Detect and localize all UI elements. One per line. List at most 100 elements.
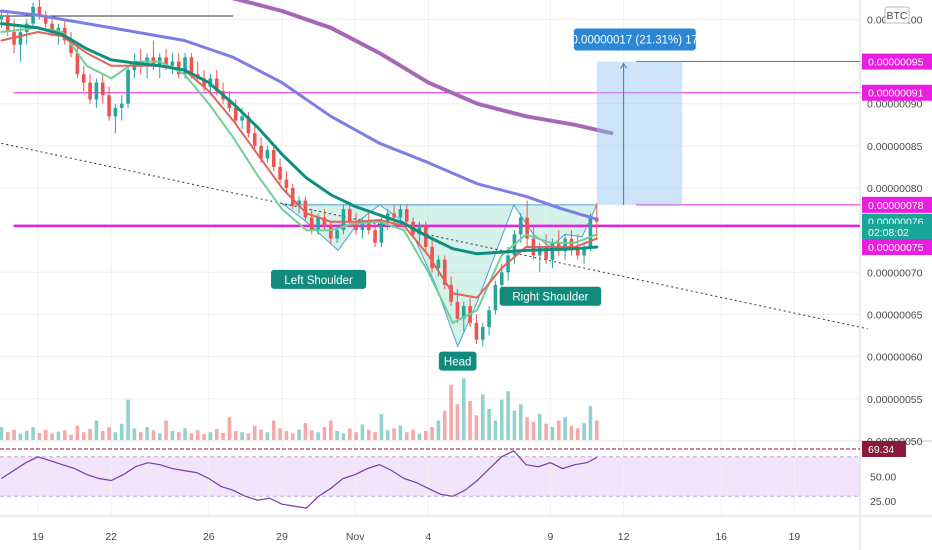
volume-bar bbox=[455, 404, 460, 440]
time-tick-label: 16 bbox=[715, 531, 727, 543]
time-tick-label: 19 bbox=[32, 531, 44, 543]
volume-bar bbox=[474, 415, 479, 440]
candle-body bbox=[75, 53, 80, 75]
volume-bar bbox=[138, 432, 143, 440]
candle-body bbox=[43, 15, 48, 24]
volume-bar bbox=[468, 401, 472, 440]
volume-bar bbox=[221, 432, 225, 440]
projection-box bbox=[596, 61, 683, 205]
candle-body bbox=[233, 107, 238, 121]
price-tag-bg bbox=[862, 53, 932, 70]
price-tag: 02:08:02 bbox=[868, 227, 909, 239]
volume-bar bbox=[145, 427, 149, 440]
volume-bar bbox=[379, 414, 384, 440]
rsi-line bbox=[1, 450, 598, 509]
volume-bar bbox=[37, 432, 42, 440]
volume-bar bbox=[246, 433, 251, 440]
candle-body bbox=[214, 78, 219, 92]
price-tag: 0.00000095 bbox=[868, 57, 924, 69]
projection-arrowhead bbox=[620, 62, 628, 69]
volume-bar bbox=[303, 423, 308, 440]
candle-body bbox=[335, 230, 339, 239]
volume-bar bbox=[430, 427, 434, 440]
candle-body bbox=[398, 209, 403, 218]
volume-bar bbox=[5, 432, 10, 440]
candle-body bbox=[550, 242, 555, 260]
candle-body bbox=[347, 209, 352, 222]
candle-body bbox=[487, 310, 491, 328]
volume-bar bbox=[132, 428, 137, 440]
price-tick-label: 0.00000070 bbox=[867, 267, 923, 279]
candle-body bbox=[328, 225, 333, 239]
volume-bar bbox=[88, 428, 92, 440]
price-tag: 0.00000078 bbox=[868, 200, 924, 212]
volume-bar bbox=[278, 428, 282, 440]
moving-average-line bbox=[0, 9, 599, 221]
candle-body bbox=[164, 57, 168, 66]
candle-body bbox=[430, 247, 434, 269]
volume-bar bbox=[499, 399, 504, 440]
candle-body bbox=[582, 247, 586, 256]
volume-bar bbox=[208, 432, 213, 440]
candle-body bbox=[303, 200, 308, 218]
volume-bar bbox=[100, 430, 105, 440]
volume-bar bbox=[297, 429, 301, 440]
volume-bar bbox=[392, 428, 396, 440]
volume-bar bbox=[107, 427, 111, 440]
time-tick-label: Nov bbox=[346, 531, 365, 543]
candle-body bbox=[455, 301, 460, 319]
volume-bar bbox=[195, 430, 200, 440]
volume-bar bbox=[227, 417, 232, 440]
price-tag-bg bbox=[862, 239, 932, 256]
volume-bar bbox=[461, 378, 466, 440]
candle-body bbox=[309, 217, 314, 231]
volume-bar bbox=[259, 429, 263, 440]
volume-bar bbox=[202, 434, 206, 440]
volume-bar bbox=[214, 428, 219, 440]
rsi-band bbox=[0, 456, 860, 497]
rsi-value-tag: 69.34 bbox=[868, 444, 894, 456]
volume-bar bbox=[525, 417, 529, 440]
volume-bar bbox=[119, 423, 124, 440]
pattern-label-bg bbox=[499, 286, 602, 306]
candle-body bbox=[246, 116, 251, 134]
candle-body bbox=[404, 209, 409, 222]
candle-body bbox=[525, 217, 529, 239]
volume-bar bbox=[544, 423, 548, 440]
volume-bar bbox=[43, 429, 48, 440]
price-tag-bg bbox=[862, 196, 932, 213]
candle-body bbox=[88, 82, 92, 100]
volume-bar bbox=[347, 428, 352, 440]
candle-body bbox=[265, 150, 270, 159]
candle-body bbox=[189, 57, 194, 75]
volume-bar bbox=[252, 425, 257, 440]
volume-bar bbox=[24, 430, 29, 440]
price-tick-label: 0.00000080 bbox=[867, 183, 923, 195]
candle-body bbox=[56, 27, 61, 33]
volume-bar bbox=[449, 384, 453, 440]
candle-body bbox=[0, 15, 4, 20]
rsi-tick-label: 25.00 bbox=[870, 496, 896, 508]
time-tick-label: 22 bbox=[105, 531, 117, 543]
candle-body bbox=[360, 221, 365, 231]
volume-bar bbox=[12, 429, 16, 440]
volume-bar bbox=[436, 420, 441, 440]
candle-body bbox=[316, 217, 320, 231]
candle-body bbox=[119, 103, 124, 108]
candle-body bbox=[341, 209, 346, 231]
moving-average-line bbox=[0, 26, 598, 324]
candle-body bbox=[100, 82, 105, 96]
candle-body bbox=[506, 255, 510, 273]
volume-bar bbox=[309, 430, 314, 440]
candle-body bbox=[544, 247, 548, 260]
volume-bar bbox=[316, 432, 320, 440]
volume-bar bbox=[417, 433, 422, 440]
volume-bar bbox=[94, 420, 99, 440]
price-tick-label: 0.00000055 bbox=[867, 394, 923, 406]
price-tag: 0.00000075 bbox=[868, 242, 924, 254]
candle-body bbox=[107, 95, 111, 117]
candle-body bbox=[474, 322, 479, 340]
currency-badge-box[interactable] bbox=[884, 6, 910, 24]
volume-bar bbox=[18, 433, 23, 440]
